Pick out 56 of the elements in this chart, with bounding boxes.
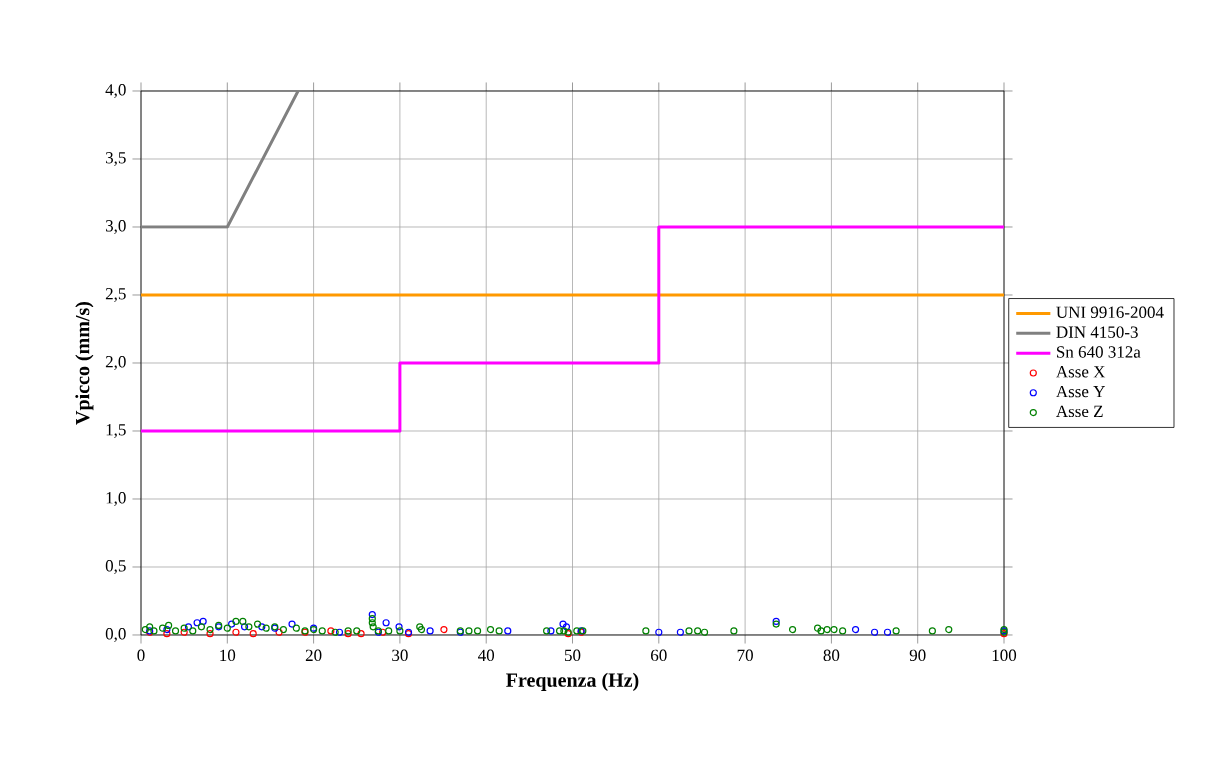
point <box>327 627 335 635</box>
point <box>504 627 512 635</box>
point <box>851 625 860 634</box>
point <box>379 628 387 636</box>
point <box>228 620 236 628</box>
x-tick-label: 40 <box>478 649 495 662</box>
x-tick-label: 80 <box>823 649 840 662</box>
point <box>193 619 201 627</box>
point <box>180 628 188 636</box>
y-tick-label: 2,0 <box>105 356 126 370</box>
y-tick-label: 4,0 <box>105 84 126 98</box>
point <box>382 619 390 627</box>
x-tick-label: 60 <box>651 649 667 662</box>
x-tick-label: 0 <box>137 649 145 662</box>
point <box>870 628 879 636</box>
y-tick-label: 1,5 <box>106 424 126 438</box>
x-tick-label: 50 <box>564 649 581 662</box>
point <box>655 628 663 636</box>
x-tick-label: 30 <box>392 649 408 662</box>
legend-label: Asse Y <box>1056 385 1106 398</box>
y-tick-label: 3,0 <box>105 220 126 234</box>
point <box>335 628 344 636</box>
point <box>676 628 684 636</box>
y-axis-title: Vpicco (mm/s) <box>75 301 94 425</box>
x-tick-label: 70 <box>737 649 753 662</box>
point <box>288 620 296 628</box>
y-tick-label: 0,0 <box>105 628 126 642</box>
point <box>559 620 567 628</box>
point <box>275 628 283 636</box>
x-tick-label: 20 <box>305 649 322 662</box>
legend-label: Sn 640 312a <box>1057 346 1141 358</box>
y-tick-label: 3,5 <box>105 152 126 166</box>
point <box>440 625 448 634</box>
y-tick-label: 1,0 <box>106 492 126 506</box>
y-tick-label: 0,5 <box>105 560 126 574</box>
x-tick-label: 100 <box>992 649 1017 662</box>
x-axis-title: Frequenza (Hz) <box>506 672 639 691</box>
point <box>184 623 193 631</box>
point <box>199 617 207 625</box>
legend-label: Asse X <box>1056 366 1106 378</box>
point <box>395 623 403 631</box>
point <box>163 625 171 634</box>
x-tick-label: 90 <box>909 649 926 662</box>
point <box>562 623 571 631</box>
x-tick-label: 10 <box>220 649 236 662</box>
legend-label: Asse Z <box>1056 405 1103 418</box>
point <box>232 628 240 636</box>
y-tick-label: 2,5 <box>105 288 126 302</box>
point <box>883 628 892 636</box>
legend-label: UNI 9916-2004 <box>1056 306 1164 319</box>
point <box>163 630 171 638</box>
point <box>249 630 257 638</box>
point <box>357 630 365 638</box>
legend-label: DIN 4150-3 <box>1056 326 1138 338</box>
point <box>426 627 434 635</box>
point <box>547 627 555 635</box>
